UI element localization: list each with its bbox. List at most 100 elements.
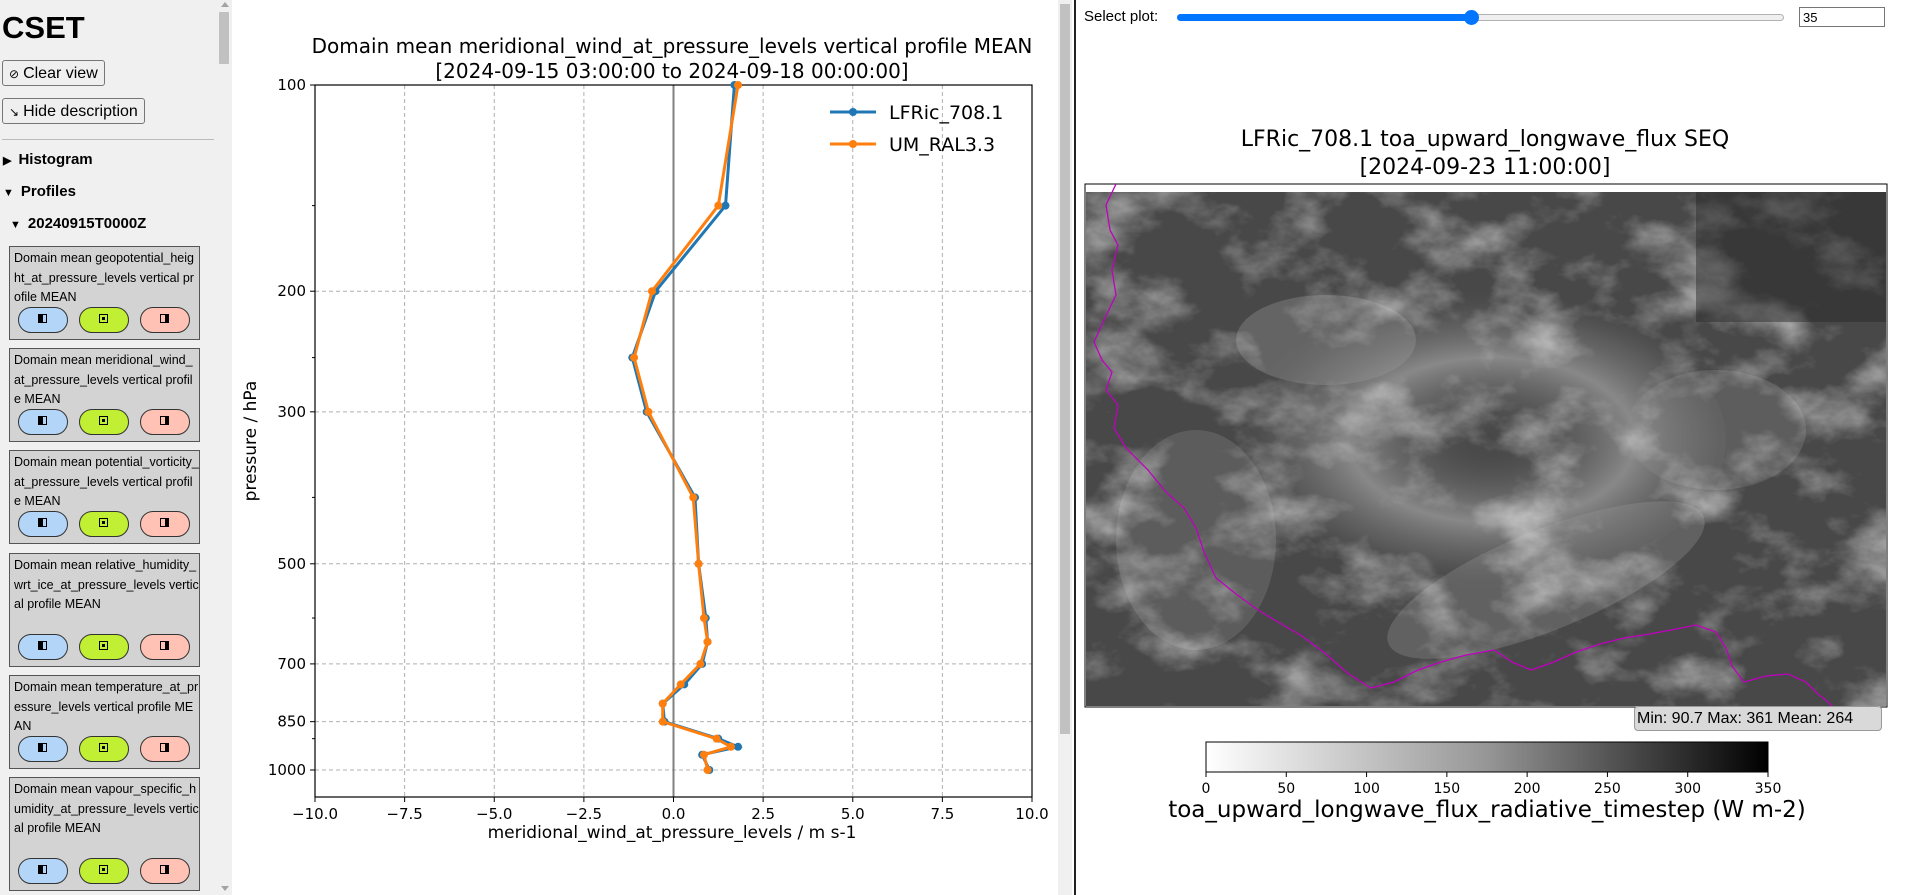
scroll-up-arrow-icon[interactable] [221, 2, 229, 7]
left-view-icon [38, 416, 47, 425]
x-tick-label: 5.0 [841, 805, 865, 823]
data-point [658, 699, 667, 708]
section-histogram[interactable]: ▶ Histogram [3, 151, 93, 168]
plot-slider-fill [1177, 14, 1472, 21]
plot-card-title: Domain mean meridional_wind_at_pressure_… [14, 353, 193, 407]
left-view-icon [38, 865, 47, 874]
arrow-down-right-icon: ↘ [9, 105, 20, 119]
show-right-button[interactable] [140, 409, 190, 435]
hide-description-button[interactable]: ↘ Hide description [2, 98, 145, 124]
both-view-icon [99, 865, 108, 874]
show-left-button[interactable] [18, 511, 68, 537]
x-tick-label: 0.0 [662, 805, 686, 823]
sidebar: CSET ⊘ Clear view ↘ Hide description ▶ Hist… [0, 0, 218, 895]
show-both-button[interactable] [79, 511, 129, 537]
coastline [1093, 183, 1837, 711]
both-view-icon [99, 518, 108, 527]
plot-card: Domain mean geopotential_height_at_press… [9, 246, 200, 340]
y-tick-label: 200 [277, 282, 306, 300]
main-scrollbar-thumb[interactable] [1060, 4, 1070, 734]
x-tick-label: −2.5 [566, 805, 602, 823]
show-right-button[interactable] [140, 307, 190, 333]
scroll-down-arrow-icon[interactable] [221, 886, 229, 891]
data-point [734, 81, 743, 89]
show-both-button[interactable] [79, 409, 129, 435]
data-point [647, 287, 656, 296]
data-point [689, 493, 698, 502]
data-point [676, 680, 685, 689]
show-right-button[interactable] [140, 736, 190, 762]
data-point [726, 742, 735, 751]
data-point [696, 659, 705, 668]
panel-divider[interactable] [1074, 0, 1076, 895]
plot-slider-thumb[interactable] [1464, 10, 1480, 25]
show-left-button[interactable] [18, 858, 68, 884]
right-view-icon [160, 518, 169, 527]
left-view-icon [38, 743, 47, 752]
show-left-button[interactable] [18, 307, 68, 333]
data-point [714, 201, 723, 210]
app-title: CSET [2, 10, 85, 45]
show-left-button[interactable] [18, 736, 68, 762]
map-title: LFRic_708.1 toa_upward_longwave_flux SEQ [1241, 127, 1729, 152]
show-left-button[interactable] [18, 634, 68, 660]
legend-label: UM_RAL3.3 [889, 134, 995, 156]
profile-chart: −10.0 −7.5 −5.0 −2.5 0.0 2.5 5.0 7.5 10.0 100 200 3… [241, 34, 1049, 843]
both-view-icon [99, 314, 108, 323]
collapse-arrow-icon: ▼ [10, 219, 21, 231]
data-point [694, 559, 703, 568]
x-tick-label: −7.5 [386, 805, 422, 823]
legend-marker-lfric [849, 108, 857, 116]
show-right-button[interactable] [140, 634, 190, 660]
legend-label: LFRic_708.1 [889, 102, 1003, 124]
data-point [721, 201, 730, 210]
show-right-button[interactable] [140, 511, 190, 537]
right-view-icon [160, 743, 169, 752]
data-point [644, 407, 653, 416]
map-figure: LFRic_708.1 toa_upward_longwave_flux SEQ… [1084, 127, 1888, 823]
clear-icon: ⊘ [9, 67, 20, 81]
data-point [734, 742, 743, 751]
plot-card-title: Domain mean potential_vorticity_at_press… [14, 455, 199, 509]
plot-card-title: Domain mean temperature_at_pressure_leve… [14, 680, 199, 734]
left-view-icon [38, 641, 47, 650]
colorbar-tick-label: 200 [1514, 781, 1541, 797]
data-point [699, 614, 708, 623]
section-profiles[interactable]: ▼ Profiles [3, 183, 76, 200]
both-view-icon [99, 416, 108, 425]
show-both-button[interactable] [79, 634, 129, 660]
series-line [632, 84, 740, 771]
show-both-button[interactable] [79, 307, 129, 333]
sidebar-scrollbar-thumb[interactable] [219, 12, 229, 64]
plot-card: Domain mean temperature_at_pressure_leve… [9, 675, 200, 769]
y-tick-label: 500 [277, 555, 306, 573]
right-view-icon [160, 416, 169, 425]
map-subtitle: [2024-09-23 11:00:00] [1360, 155, 1611, 180]
colorbar-tick-label: 250 [1594, 781, 1621, 797]
plot-card: Domain mean relative_humidity_wrt_ice_at… [9, 553, 200, 667]
clear-view-button[interactable]: ⊘ Clear view [2, 60, 105, 86]
chart-title: Domain mean meridional_wind_at_pressure_… [312, 34, 1033, 58]
show-both-button[interactable] [79, 858, 129, 884]
left-view-icon [38, 518, 47, 527]
right-view-icon [160, 641, 169, 650]
data-point [712, 734, 721, 743]
y-axis-label: pressure / hPa [241, 381, 261, 502]
x-tick-label: 2.5 [751, 805, 775, 823]
show-right-button[interactable] [140, 858, 190, 884]
both-view-icon [99, 641, 108, 650]
colorbar-label: toa_upward_longwave_flux_radiative_times… [1168, 797, 1806, 823]
show-both-button[interactable] [79, 736, 129, 762]
sidebar-scrollbar[interactable] [218, 0, 232, 895]
data-point [703, 637, 712, 646]
y-tick-label: 100 [277, 76, 306, 94]
select-plot-label: Select plot: [1084, 8, 1159, 25]
plot-number-input[interactable] [1799, 7, 1885, 27]
x-axis-label: meridional_wind_at_pressure_levels / m s… [488, 823, 857, 843]
show-left-button[interactable] [18, 409, 68, 435]
colorbar: 0 50 100 150 200 250 300 350 toa_upward_longwav… [1168, 741, 1806, 823]
subgroup-date[interactable]: ▼ 20240915T0000Z [10, 215, 147, 232]
y-tick-label: 300 [277, 403, 306, 421]
data-point [630, 353, 639, 362]
y-tick-label: 700 [277, 655, 306, 673]
